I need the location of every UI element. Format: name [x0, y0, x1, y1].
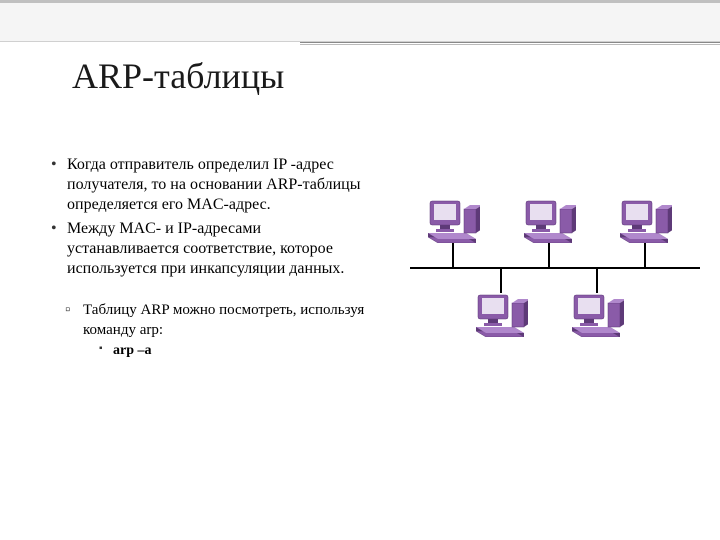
computer-icon: [426, 199, 480, 243]
bullet-list: Когда отправитель определил IP -адрес по…: [45, 155, 375, 279]
sub-list: Таблицу ARP можно посмотреть, используя …: [65, 301, 375, 360]
drop-line: [548, 243, 550, 267]
drop-line: [596, 267, 598, 293]
bus-line: [410, 267, 700, 269]
command-text: arp –a: [99, 342, 375, 360]
computer-icon: [474, 293, 528, 337]
drop-line: [500, 267, 502, 293]
sub-bullet-text: Таблицу ARP можно посмотреть, используя …: [83, 302, 364, 338]
computer-icon: [618, 199, 672, 243]
drop-line: [644, 243, 646, 267]
title-underline: [300, 42, 720, 46]
sub-bullet-1: Таблицу ARP можно посмотреть, используя …: [65, 301, 375, 360]
drop-line: [452, 243, 454, 267]
computer-icon: [570, 293, 624, 337]
bullet-2: Между MAC- и IP-адресами устанавливается…: [45, 219, 375, 279]
bullet-1: Когда отправитель определил IP -адрес по…: [45, 155, 375, 215]
top-bar: [0, 0, 720, 42]
computer-icon: [522, 199, 576, 243]
cmd-list: arp –a: [99, 342, 375, 360]
network-diagram: [410, 195, 700, 345]
content-left: Когда отправитель определил IP -адрес по…: [45, 155, 375, 360]
slide-title: ARP-таблицы: [72, 55, 284, 97]
